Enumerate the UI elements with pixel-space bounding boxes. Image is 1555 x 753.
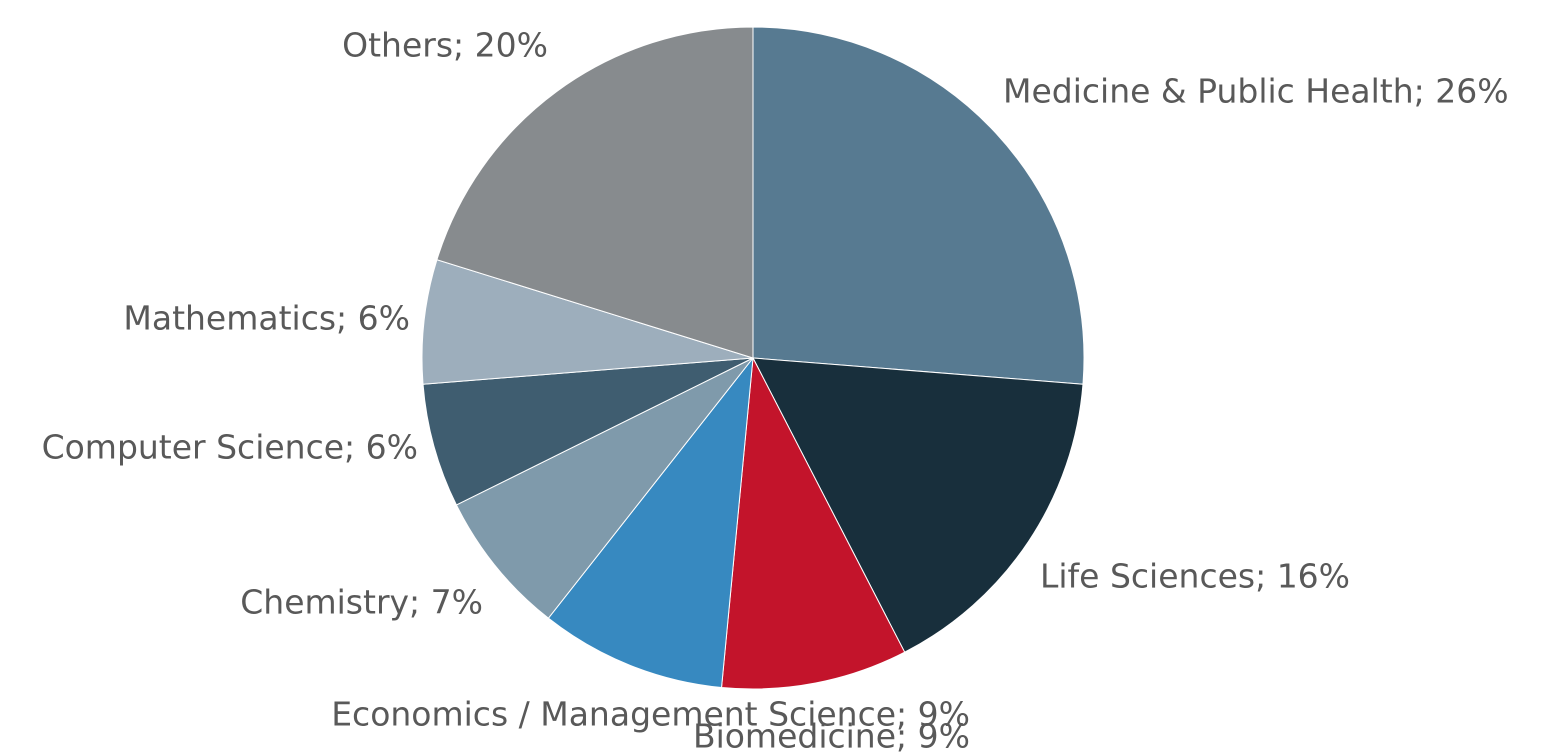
pie-slice [752,357,1084,653]
slice-label: Economics / Management Science; 9% [331,695,970,734]
slice-label: Others; 20% [342,26,548,65]
pie-slice [455,357,754,619]
slice-label: Mathematics; 6% [123,299,410,338]
pie-slice [720,356,906,690]
slice-label: Computer Science; 6% [42,428,418,467]
pie-slice [547,356,754,689]
slice-label: Life Sciences; 16% [1040,557,1350,596]
slice-label: Medicine & Public Health; 26% [1003,72,1509,111]
pie-slice [422,357,754,506]
pie-slice [752,26,1085,385]
slice-label: Biomedicine; 9% [693,717,970,753]
pie-slice [436,26,754,359]
slice-label: Chemistry; 7% [240,583,483,622]
pie-slice [421,259,754,385]
